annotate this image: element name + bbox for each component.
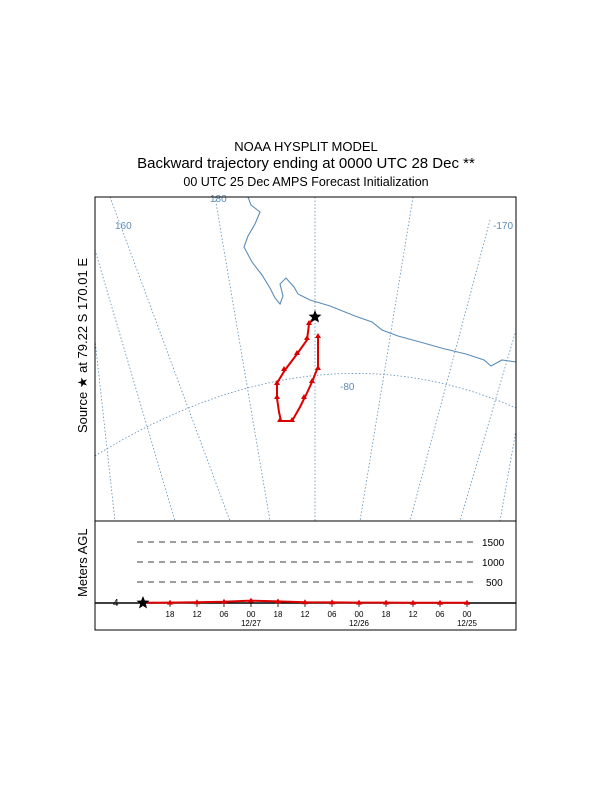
- height-trajectory-marker: [383, 599, 389, 605]
- trajectory-marker: [281, 366, 287, 371]
- meridian-line: [409, 219, 491, 521]
- height-trajectory-marker: [302, 599, 308, 605]
- time-tick-label: 06: [328, 610, 337, 619]
- height-axis-tick-label: 4: [113, 598, 119, 609]
- height-trajectory-marker: [329, 599, 335, 605]
- trajectory-marker: [315, 333, 321, 338]
- trajectory-marker: [274, 394, 280, 399]
- height-label: 1000: [482, 558, 505, 569]
- date-label: 12/26: [349, 619, 370, 628]
- meridian-line: [95, 249, 176, 521]
- title-trajectory: Backward trajectory ending at 0000 UTC 2…: [137, 155, 475, 172]
- meridian-line: [359, 197, 414, 521]
- meridian-label: -170: [493, 221, 513, 232]
- time-tick-label: 18: [166, 610, 175, 619]
- height-trajectory-marker: [437, 599, 443, 605]
- meridian-line: [214, 197, 271, 521]
- source-star-icon: [308, 310, 322, 323]
- trajectory-marker: [277, 417, 283, 422]
- meridian-label: 160: [115, 221, 132, 232]
- trajectory-marker: [315, 365, 321, 370]
- height-trajectory-marker: [167, 599, 173, 605]
- height-label: 1500: [482, 538, 505, 549]
- trajectory-path: [276, 315, 319, 422]
- meridian-line: [499, 429, 516, 521]
- time-tick-label: 00: [355, 610, 364, 619]
- parallel-label: -80: [340, 382, 355, 393]
- time-tick-label: 18: [382, 610, 391, 619]
- time-tick-label: 12: [409, 610, 418, 619]
- coastline: [243, 197, 516, 367]
- height-panel: 1500 1000 500 4 18 12 06 00 18 12 06 00 18 12 06 00…: [94, 520, 517, 631]
- source-star-icon: [136, 596, 150, 609]
- meridian-line: [95, 339, 116, 521]
- time-tick-label: 06: [220, 610, 229, 619]
- time-tick-label: 00: [247, 610, 256, 619]
- trajectory-marker: [304, 335, 310, 340]
- title-initialization: 00 UTC 25 Dec AMPS Forecast Initializati…: [183, 175, 429, 189]
- meridian-line: [109, 197, 231, 521]
- date-label: 12/27: [241, 619, 262, 628]
- time-tick-label: 12: [193, 610, 202, 619]
- title-model: NOAA HYSPLIT MODEL: [234, 139, 378, 154]
- date-label: 12/25: [457, 619, 478, 628]
- time-tick-label: 18: [274, 610, 283, 619]
- height-trajectory-marker: [356, 599, 362, 605]
- height-trajectory-marker: [410, 599, 416, 605]
- height-trajectory-marker: [221, 598, 227, 604]
- height-label: 500: [486, 578, 503, 589]
- trajectory-map: [274, 310, 322, 422]
- map-panel: 160 180 -170 -80: [94, 194, 517, 522]
- trajectory-marker: [306, 320, 312, 325]
- height-trajectory-marker: [464, 599, 470, 605]
- time-tick-label: 06: [436, 610, 445, 619]
- trajectory-marker: [294, 350, 300, 355]
- time-tick-label: 00: [463, 610, 472, 619]
- trajectory-marker: [289, 417, 295, 422]
- parallel-line: [95, 373, 516, 457]
- height-trajectory-marker: [248, 597, 254, 603]
- graticule: [95, 197, 516, 521]
- height-panel-frame: [94, 520, 517, 631]
- meridian-label: 180: [210, 194, 227, 205]
- trajectory-height: [142, 597, 470, 605]
- meridian-line: [459, 329, 516, 521]
- time-tick-label: 12: [301, 610, 310, 619]
- height-trajectory-marker: [194, 599, 200, 605]
- trajectory-marker: [301, 394, 307, 399]
- trajectory-marker: [274, 380, 280, 385]
- height-trajectory-marker: [275, 598, 281, 604]
- trajectory-marker: [309, 378, 315, 383]
